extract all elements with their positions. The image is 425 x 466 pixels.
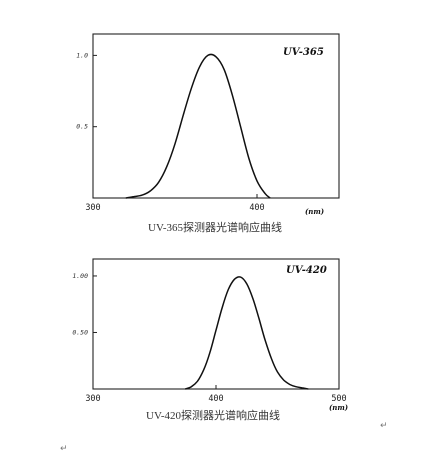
chart2-title: UV-420	[286, 265, 327, 276]
chart-uv420: 300 400 500 1.00 0.50 UV-420 (nm)	[72, 258, 348, 412]
chart1-frame	[92, 33, 340, 199]
chart1-xlabel: (nm)	[305, 207, 324, 216]
chart2-y-tick-label: 0.50	[72, 328, 88, 336]
chart2-caption: UV-420探测器光谱响应曲线	[146, 410, 281, 422]
chart1-series-line	[125, 53, 271, 199]
chart1-x-tick-label: 300	[85, 203, 100, 213]
chart1-y-tick-label: 1.0	[76, 51, 88, 59]
chart2-xlabel: (nm)	[329, 403, 348, 412]
chart2-x-tick-label: 500	[331, 394, 346, 404]
chart-uv365: 300 400 1.0 0.5 UV-365 (nm)	[76, 33, 340, 216]
chart2-series-line	[185, 276, 309, 390]
chart2-x-tick-label: 300	[85, 394, 100, 404]
chart1-title: UV-365	[283, 47, 324, 58]
chart2-frame	[92, 258, 340, 390]
chart2-y-tick-label: 1.00	[72, 272, 88, 280]
chart2-x-tick-label: 400	[208, 394, 223, 404]
chart1-x-tick-label: 400	[249, 203, 264, 213]
chart1-y-tick-label: 0.5	[76, 123, 88, 131]
return-mark-1: ↵	[60, 444, 68, 454]
chart1-caption: UV-365探测器光谱响应曲线	[148, 222, 283, 234]
return-mark-2: ↵	[380, 421, 388, 431]
